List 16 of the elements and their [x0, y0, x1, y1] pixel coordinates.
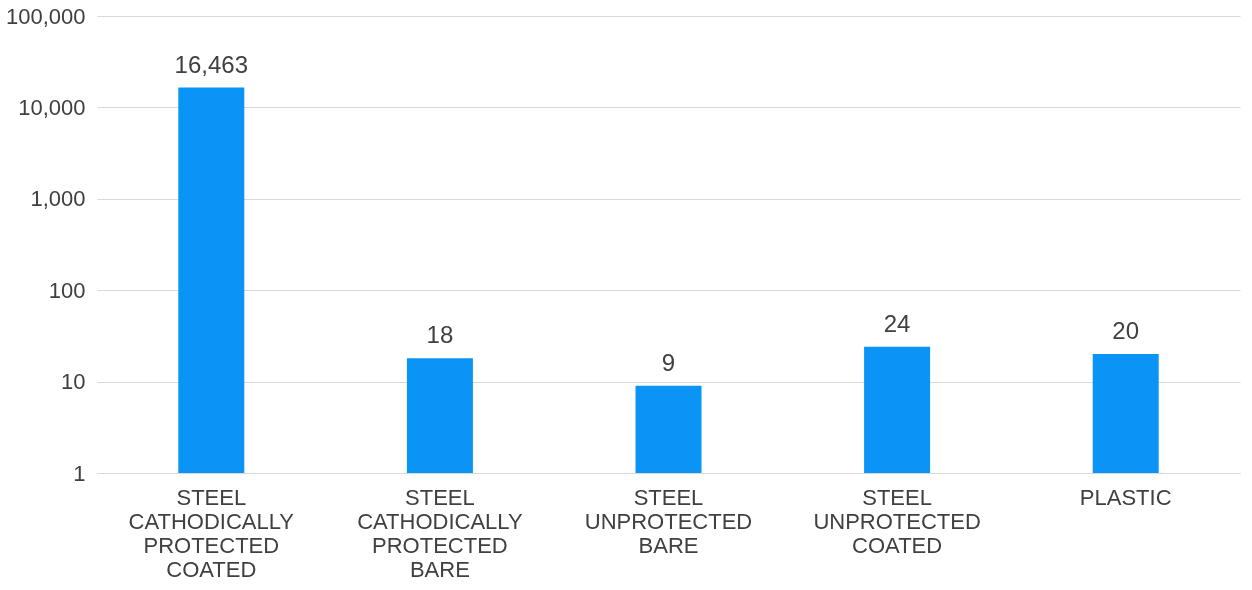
- data-label: 9: [661, 348, 676, 376]
- data-label: 16,463: [174, 50, 248, 78]
- data-label: 24: [883, 309, 911, 337]
- y-tick-label: 1: [73, 460, 86, 486]
- y-tick-label: 100: [48, 277, 86, 303]
- x-tick-label: STEEL CATHODICALLY PROTECTED BARE: [357, 484, 523, 582]
- x-tick-label: STEEL UNPROTECTED COATED: [813, 484, 981, 558]
- x-tick-label: PLASTIC: [1079, 484, 1172, 510]
- y-tick-label: 1,000: [30, 186, 86, 212]
- x-tick-label: STEEL UNPROTECTED BARE: [584, 484, 753, 558]
- y-tick-label: 100,000: [5, 3, 86, 29]
- y-tick-label: 10: [61, 369, 86, 395]
- x-tick-label: STEEL CATHODICALLY PROTECTED COATED: [128, 484, 295, 582]
- data-label: 20: [1112, 317, 1140, 345]
- data-label: 18: [426, 321, 454, 349]
- y-tick-label: 10,000: [18, 94, 86, 120]
